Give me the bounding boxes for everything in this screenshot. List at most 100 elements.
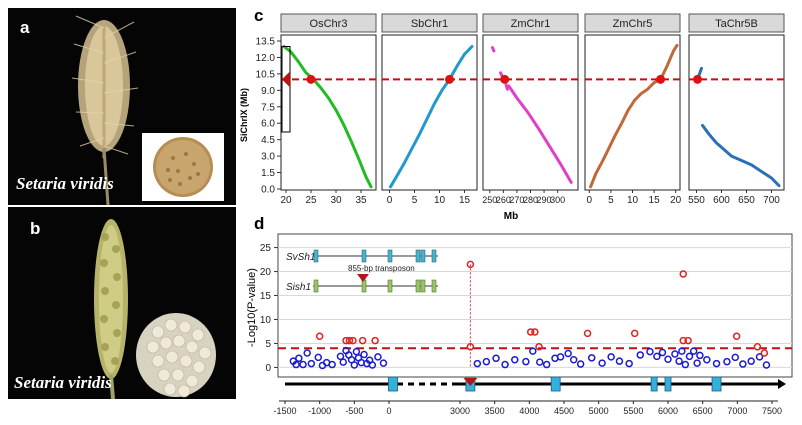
panel-a-caption: Setaria viridis <box>16 174 114 193</box>
pvalue-point-nonsig <box>379 359 388 367</box>
panicle-b <box>94 219 128 400</box>
pvalue-point-sig <box>342 336 350 345</box>
pvalue-point-nonsig <box>303 349 311 357</box>
pvalue-point-sig <box>466 260 475 269</box>
y-tick-label: 25 <box>260 243 272 254</box>
pvalue-point-nonsig <box>762 361 771 369</box>
pvalue-point-nonsig <box>292 360 300 369</box>
seed-dish-a <box>142 133 224 201</box>
highlight-point <box>656 74 666 84</box>
y-tick-label: 0.0 <box>261 185 275 196</box>
x-tick-label: -1500 <box>273 406 296 416</box>
exon-block <box>664 376 672 392</box>
panel-a-label: a <box>20 18 30 37</box>
insertion-marker <box>463 378 478 386</box>
y-tick-label: 9.0 <box>261 86 275 97</box>
synteny-dotplot: 0.0 1.5 3.0 4.5 6.0 7.5 9.0 10.5 12.0 13.5 SiChrIX… <box>239 13 785 222</box>
gene-axis-arrow <box>778 379 786 389</box>
plot-frame <box>277 233 793 378</box>
pvalue-point-nonsig <box>658 348 667 357</box>
exon-box <box>415 249 421 263</box>
pvalue-point-sig <box>679 270 688 278</box>
y-tick-label: 3.0 <box>261 152 275 163</box>
x-tick-label: -1000 <box>308 406 331 416</box>
region-box <box>281 45 291 133</box>
synteny-series <box>282 45 373 189</box>
synteny-series <box>491 46 496 53</box>
exon-block <box>388 376 398 392</box>
y-axis-label: SiChrIX (Mb) <box>239 88 249 142</box>
highlight-point <box>500 74 510 84</box>
pvalue-point-nonsig <box>360 350 368 359</box>
pvalue-point-nonsig <box>689 347 698 355</box>
facet-strip <box>482 13 579 33</box>
pvalue-point-nonsig <box>703 355 711 364</box>
pvalue-point-nonsig <box>675 357 683 365</box>
x-tick-label: 7500 <box>762 406 782 416</box>
pvalue-point-sig <box>466 343 475 351</box>
x-axis-label: Mb <box>504 211 518 222</box>
x-tick-label: 280 <box>523 195 538 205</box>
synteny-series <box>389 45 474 189</box>
y-tick-label: 10.5 <box>256 69 276 80</box>
highlight-point <box>693 74 702 84</box>
pvalue-point-sig <box>679 336 688 345</box>
pvalue-point-nonsig <box>482 357 491 366</box>
gene-label-sish1: Sish1 <box>286 282 311 293</box>
transposon-label: 855-bp transposon <box>348 264 415 273</box>
panel-b-photo: b Setaria viridis <box>8 207 236 400</box>
exon-box <box>431 279 437 293</box>
x-tick-label: 6000 <box>658 406 678 416</box>
transposon-marker <box>357 274 369 282</box>
pvalue-point-nonsig <box>529 347 537 355</box>
pvalue-point-sig <box>531 328 539 336</box>
pvalue-point-nonsig <box>473 359 482 368</box>
x-tick-label: 4500 <box>554 406 574 416</box>
pvalue-point-nonsig <box>747 357 755 365</box>
pvalue-point-nonsig <box>299 360 307 369</box>
exon-box <box>431 249 437 263</box>
pvalue-point-nonsig <box>681 360 690 369</box>
pvalue-point-nonsig <box>535 358 544 366</box>
pvalue-point-nonsig <box>576 360 585 368</box>
x-tick-label: 15 <box>459 195 471 206</box>
pvalue-point-nonsig <box>712 359 721 368</box>
exon-box <box>313 279 319 293</box>
pvalue-point-nonsig <box>598 359 606 367</box>
facet-title: OsChr3 <box>310 18 348 30</box>
x-tick-label: 10 <box>627 195 639 206</box>
x-tick-label: 0 <box>386 406 391 416</box>
x-tick-label: 300 <box>550 195 565 205</box>
pvalue-point-sig <box>760 349 769 357</box>
x-tick-label: 0 <box>587 195 593 206</box>
pvalue-point-nonsig <box>646 347 654 356</box>
exon-box <box>415 279 421 293</box>
x-tick-label: 5500 <box>623 406 643 416</box>
facet-title: ZmChr1 <box>511 18 551 30</box>
x-tick-label: 260 <box>496 195 511 205</box>
pvalue-point-sig <box>345 336 354 345</box>
pvalue-point-sig <box>349 336 357 345</box>
pvalue-point-sig <box>535 343 543 351</box>
x-tick-label: 550 <box>688 195 705 206</box>
pvalue-point-nonsig <box>328 360 336 369</box>
panel-d-label: d <box>254 214 265 233</box>
facet-strip <box>280 13 377 33</box>
pvalue-point-nonsig <box>350 361 359 369</box>
panel-b-caption: Setaria viridis <box>14 373 112 392</box>
pvalue-point-nonsig <box>352 347 361 356</box>
pvalue-point-nonsig <box>564 349 572 358</box>
pvalue-point-sig <box>684 336 692 345</box>
panel-a-photo: a Setaria viridis <box>8 8 236 206</box>
pvalue-point-nonsig <box>511 355 519 364</box>
pvalue-point-nonsig <box>295 354 303 363</box>
y-tick-label: 1.5 <box>261 168 275 179</box>
x-tick-label: 3500 <box>485 406 505 416</box>
pvalue-point-sig <box>526 328 535 336</box>
pvalue-point-nonsig <box>678 347 686 355</box>
x-tick-label: 35 <box>355 195 367 206</box>
exon-box <box>387 279 393 293</box>
facet-frame <box>688 34 785 191</box>
y-tick-label: 12.0 <box>256 53 276 64</box>
synteny-series <box>504 83 509 91</box>
